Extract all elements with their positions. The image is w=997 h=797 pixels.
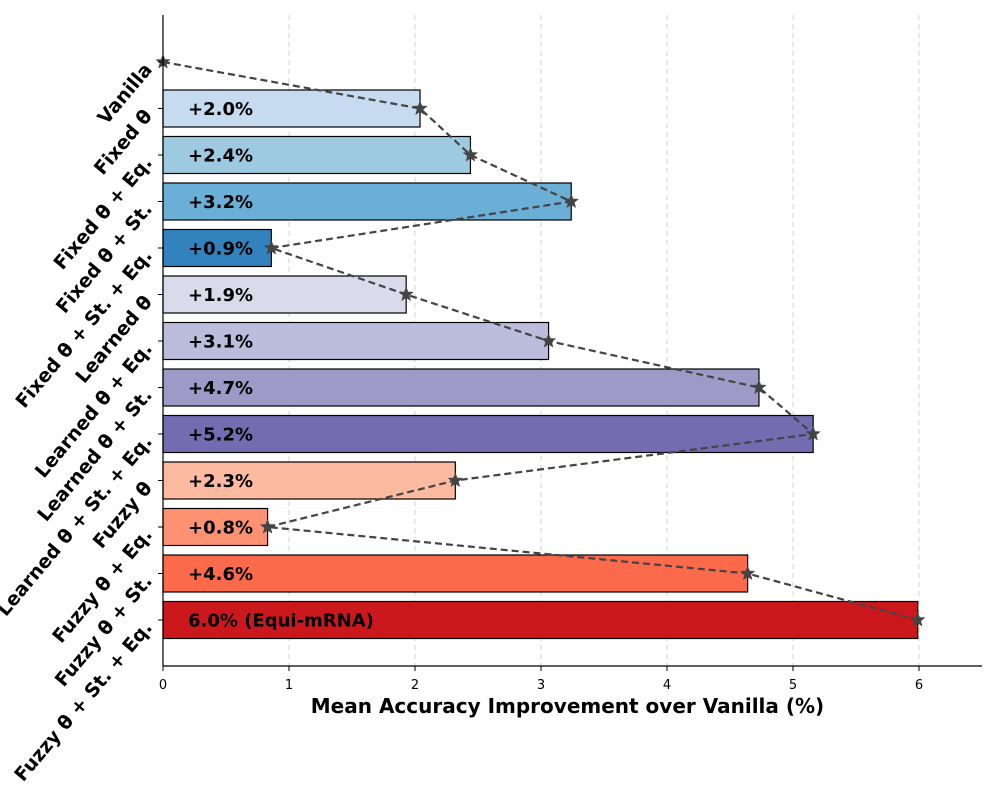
x-tick-label: 2 <box>411 678 419 693</box>
star-marker <box>447 472 464 488</box>
bar-label: +4.6% <box>188 564 253 585</box>
bar <box>162 228 272 268</box>
bar <box>162 368 760 407</box>
star-marker <box>412 100 428 116</box>
bar-label: +2.0% <box>188 99 253 120</box>
bar <box>162 461 456 500</box>
star-marker <box>739 565 756 581</box>
bar-label: +0.8% <box>188 518 253 539</box>
bar-label: +1.9% <box>188 285 253 306</box>
star-marker <box>805 425 821 441</box>
bar-label: +3.1% <box>188 332 253 353</box>
bar <box>162 507 269 547</box>
bar <box>162 414 814 454</box>
star-marker <box>540 332 557 348</box>
star-marker <box>263 239 280 255</box>
bar-label: +0.9% <box>188 239 253 260</box>
bar <box>162 89 421 128</box>
x-tick-label: 6 <box>915 678 923 693</box>
bars: +2.0% +2.4% +3.2% +0.9% +1.9% +3.1% +4.7% +5.2%… <box>162 89 919 640</box>
bar-label: +2.3% <box>188 471 253 492</box>
star-marker <box>751 379 767 395</box>
star-marker <box>909 611 926 627</box>
star-marker <box>563 193 580 209</box>
star-marker <box>398 286 414 302</box>
bar-label: +4.7% <box>188 378 253 399</box>
bar-label: +5.2% <box>188 425 253 446</box>
bar-label: 6.0% (Equi-mRNA) <box>188 611 374 632</box>
star-marker <box>462 146 479 162</box>
x-axis-title: Mean Accuracy Improvement over Vanilla (… <box>311 694 824 718</box>
star-marker <box>259 518 276 534</box>
x-tick-label: 4 <box>663 678 671 693</box>
bar-label: +2.4% <box>188 146 253 167</box>
x-tick-label: 0 <box>159 678 167 693</box>
overlay-line <box>155 53 926 627</box>
x-tick-label: 1 <box>285 678 293 693</box>
bar <box>162 321 550 361</box>
bar-label: +3.2% <box>188 192 253 213</box>
x-tick-label: 3 <box>537 678 545 693</box>
bar <box>162 600 919 640</box>
bar <box>162 275 407 314</box>
x-tick-label: 5 <box>789 678 797 693</box>
bar <box>162 554 749 593</box>
